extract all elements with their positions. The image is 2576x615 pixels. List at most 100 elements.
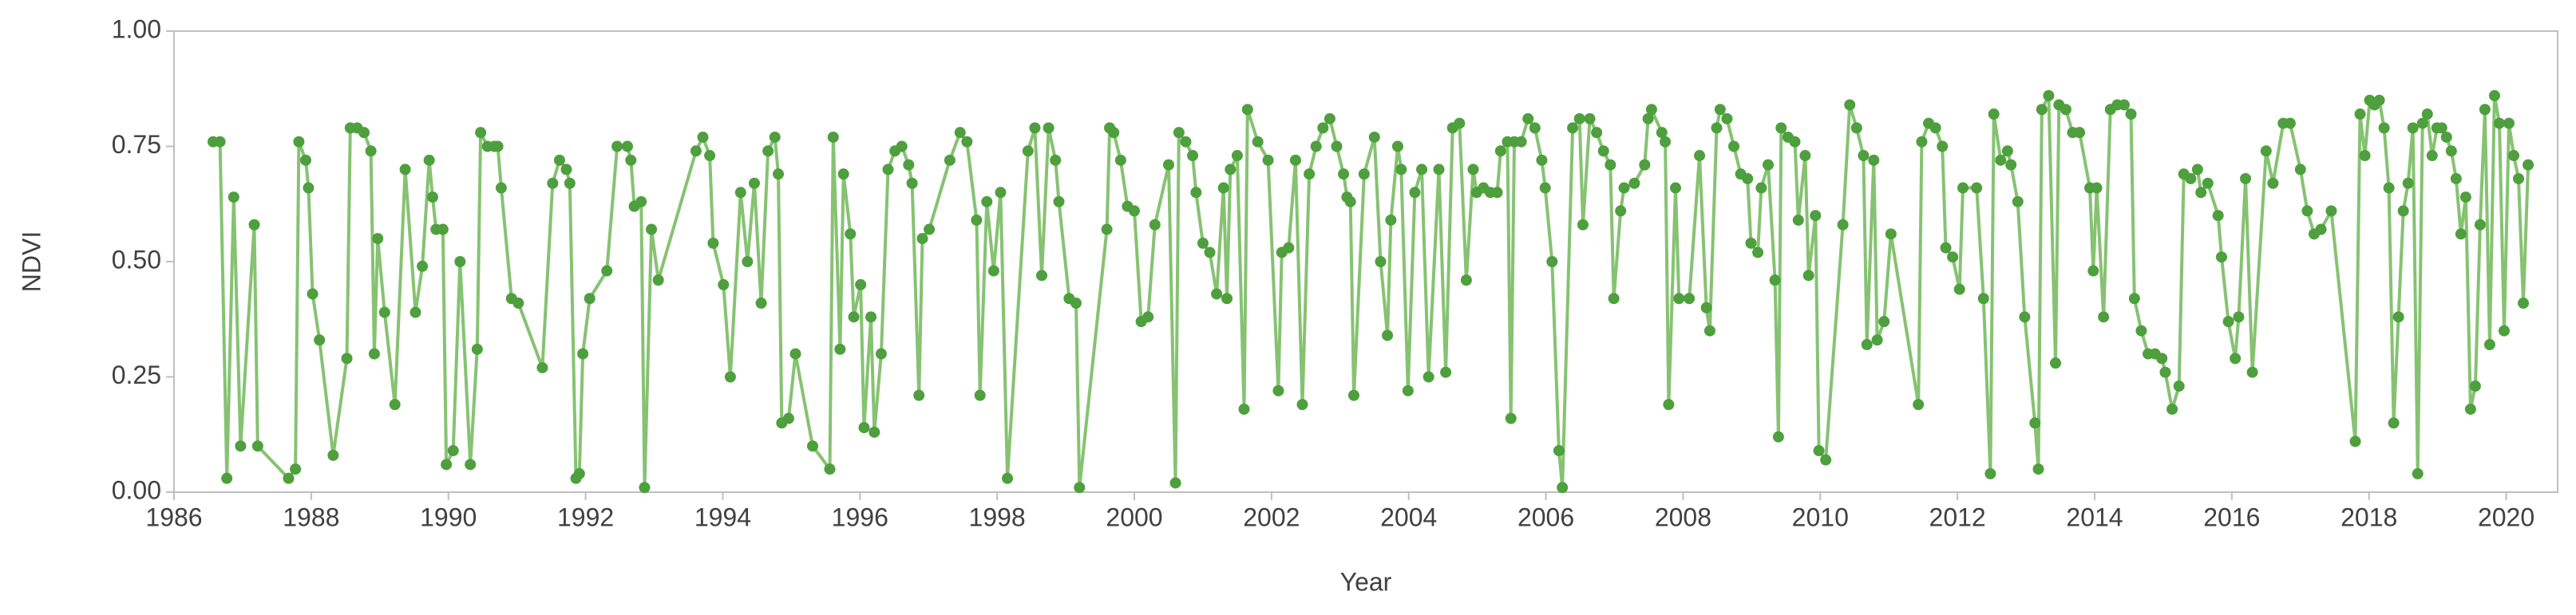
y-tick-label: 0.50	[112, 245, 161, 274]
data-point	[2464, 403, 2476, 415]
data-point	[1721, 112, 1733, 124]
data-point	[1937, 140, 1949, 152]
data-point	[742, 256, 754, 267]
data-point	[1440, 366, 1452, 378]
data-point	[2474, 219, 2486, 231]
data-point	[1714, 104, 1726, 116]
data-point	[1971, 182, 1983, 194]
data-point	[1262, 154, 1274, 166]
data-point	[1402, 384, 1414, 396]
data-point	[1591, 127, 1603, 139]
data-point	[2354, 108, 2366, 120]
data-point	[1539, 182, 1551, 194]
data-line	[213, 93, 2530, 490]
data-point	[1211, 288, 1223, 300]
data-point	[577, 348, 589, 360]
data-point	[573, 467, 585, 479]
data-point	[2301, 205, 2313, 217]
data-point	[1035, 270, 1047, 282]
data-point	[718, 278, 730, 290]
data-point	[441, 459, 453, 471]
x-tick-label: 2000	[1106, 503, 1162, 531]
data-point	[1858, 150, 1870, 162]
data-point	[2012, 195, 2024, 207]
data-point	[2373, 94, 2385, 106]
data-point	[358, 127, 370, 139]
data-point	[2233, 311, 2245, 323]
data-point	[1745, 237, 1757, 249]
data-point	[399, 164, 411, 175]
data-point	[372, 233, 384, 245]
data-point	[1752, 246, 1764, 258]
data-point	[845, 228, 857, 240]
data-point	[2036, 104, 2048, 116]
data-point	[2513, 172, 2525, 184]
data-point	[1639, 159, 1651, 171]
data-point	[564, 177, 576, 189]
data-point	[882, 164, 894, 175]
data-point	[2087, 265, 2099, 277]
data-point	[495, 182, 507, 194]
data-point	[1837, 219, 1849, 231]
data-point	[1755, 182, 1767, 194]
data-point	[475, 127, 487, 139]
data-point	[2128, 293, 2140, 305]
data-point	[944, 154, 956, 166]
data-point	[611, 140, 623, 152]
data-point	[1173, 127, 1185, 139]
data-point	[1850, 122, 1862, 134]
data-point	[1844, 99, 1856, 111]
data-point	[1988, 108, 2000, 120]
x-tick-label: 1988	[283, 503, 339, 531]
data-point	[865, 311, 877, 323]
data-point	[1491, 187, 1503, 199]
data-point	[1820, 454, 1832, 466]
data-point	[465, 459, 477, 471]
data-point	[2455, 228, 2467, 240]
data-point	[1792, 214, 1804, 226]
data-point	[248, 219, 260, 231]
x-axis-label: Year	[1340, 567, 1392, 596]
data-point	[1529, 122, 1541, 134]
data-point	[410, 306, 421, 318]
data-point	[1977, 293, 1989, 305]
x-tick-label: 2002	[1243, 503, 1300, 531]
data-point	[1310, 140, 1322, 152]
data-point	[2191, 164, 2203, 175]
data-point	[782, 412, 794, 424]
x-tick-label: 2004	[1380, 503, 1437, 531]
data-point	[1385, 214, 1397, 226]
data-point	[806, 440, 818, 452]
data-point	[1700, 302, 1712, 313]
data-point	[1772, 431, 1784, 443]
data-point	[1162, 159, 1174, 171]
data-point	[1995, 154, 2007, 166]
data-point	[2019, 311, 2031, 323]
data-point	[1180, 136, 1192, 148]
data-point	[228, 191, 239, 203]
data-point	[855, 278, 867, 290]
x-tick-label: 2010	[1792, 503, 1849, 531]
data-point	[1190, 187, 1202, 199]
data-point	[1711, 122, 1723, 134]
data-point	[2001, 145, 2013, 157]
data-point	[734, 187, 746, 199]
x-tick-label: 1994	[694, 503, 751, 531]
data-point	[1536, 154, 1548, 166]
data-point	[368, 348, 380, 360]
data-point	[954, 127, 966, 139]
data-point	[1454, 117, 1466, 129]
data-point	[251, 440, 263, 452]
data-point	[2215, 251, 2227, 263]
data-point	[1238, 403, 1250, 415]
data-point	[2260, 145, 2272, 157]
data-point	[869, 426, 880, 438]
data-point	[2195, 187, 2207, 199]
data-point	[2359, 150, 2371, 162]
data-point	[2060, 104, 2071, 116]
data-point	[378, 306, 390, 318]
data-point	[293, 136, 305, 148]
data-point	[2450, 172, 2462, 184]
data-point	[471, 343, 483, 355]
data-point	[1703, 325, 1715, 337]
